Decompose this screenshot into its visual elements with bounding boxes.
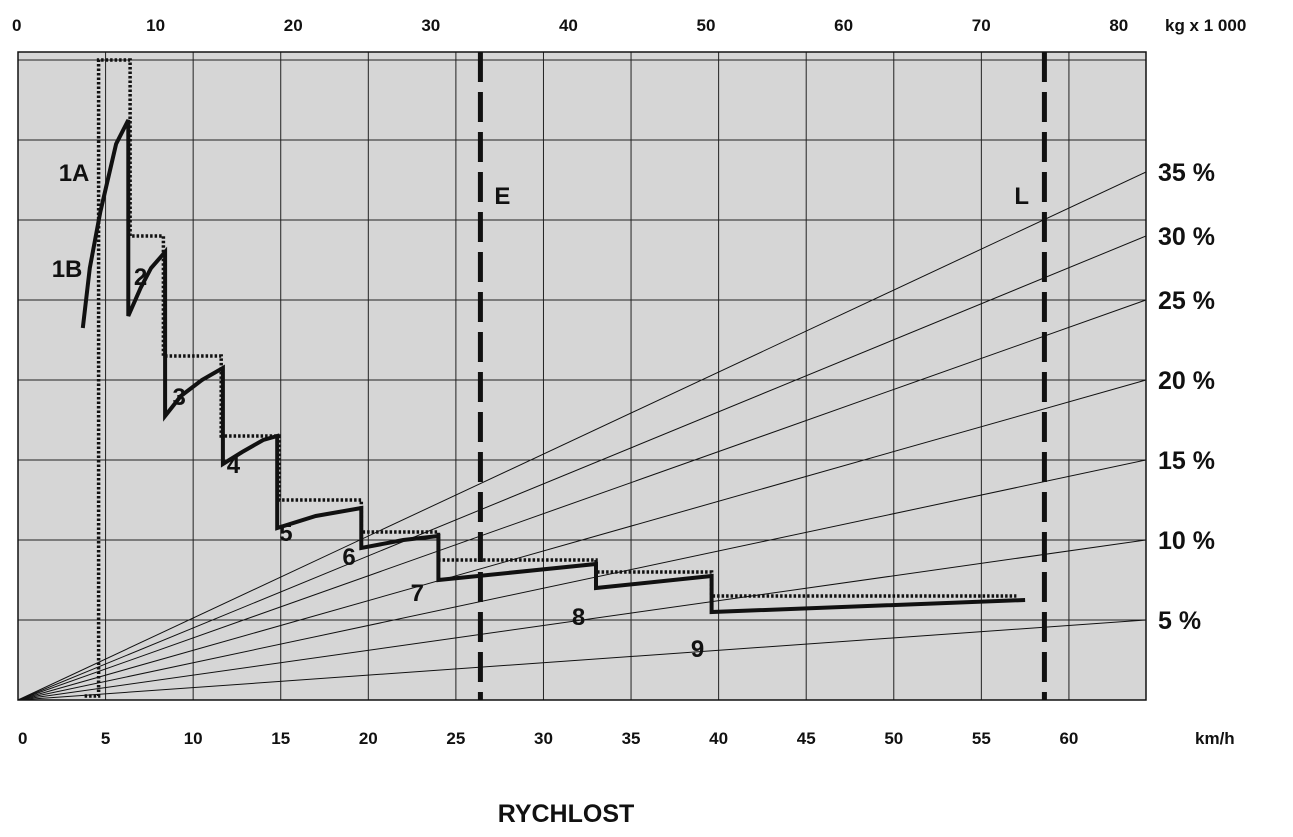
top-tick-label: 10 <box>146 16 165 35</box>
gear-label: 4 <box>227 452 241 479</box>
x-tick-label: 60 <box>1059 729 1078 748</box>
x-axis-title: RYCHLOST <box>498 800 635 828</box>
grade-label: 30 % <box>1158 223 1215 251</box>
grade-label: 25 % <box>1158 287 1215 315</box>
x-tick-label: 30 <box>534 729 553 748</box>
x-tick-label: 0 <box>18 729 27 748</box>
x-tick-label: 40 <box>709 729 728 748</box>
gear-label: 1B <box>52 256 83 283</box>
top-tick-label: 60 <box>834 16 853 35</box>
marker-label: E <box>494 183 510 210</box>
gear-label: 2 <box>134 264 147 291</box>
gear-label: 3 <box>172 384 185 411</box>
x-tick-label: 55 <box>972 729 991 748</box>
gear-label: 9 <box>691 636 704 663</box>
grade-label: 15 % <box>1158 447 1215 475</box>
x-tick-label: 10 <box>184 729 203 748</box>
gear-label: 6 <box>342 544 355 571</box>
top-tick-label: 80 <box>1109 16 1128 35</box>
x-tick-label: 25 <box>446 729 465 748</box>
top-tick-label: 0 <box>12 16 21 35</box>
grade-line <box>17 171 1147 701</box>
top-axis-ticks: 0 10 20 30 40 50 60 70 80 <box>12 16 1128 35</box>
top-axis-unit-label: kg x 1 000 <box>1165 16 1246 35</box>
grade-label: 5 % <box>1158 607 1201 635</box>
series-layer <box>80 58 1026 698</box>
x-axis-ticks: 0 5 10 15 20 25 30 35 40 45 50 55 60 <box>18 729 1078 748</box>
series-line-solid <box>80 119 1026 615</box>
grade-label: 10 % <box>1158 527 1215 555</box>
grade-line <box>17 379 1147 701</box>
grade-line <box>17 539 1147 701</box>
grade-line <box>17 235 1147 701</box>
top-tick-label: 30 <box>421 16 440 35</box>
top-tick-label: 40 <box>559 16 578 35</box>
gear-label: 5 <box>279 520 292 547</box>
grade-labels: 5 % 10 % 15 % 20 % 25 % 30 % 35 % <box>1158 159 1215 635</box>
x-tick-label: 35 <box>622 729 641 748</box>
plot-frame <box>17 51 1147 701</box>
x-axis-unit-label: km/h <box>1195 729 1235 748</box>
grade-line <box>17 299 1147 701</box>
top-tick-label: 70 <box>972 16 991 35</box>
top-tick-label: 50 <box>697 16 716 35</box>
grade-label: 20 % <box>1158 367 1215 395</box>
gear-label: 8 <box>572 604 585 631</box>
grade-line <box>17 459 1147 701</box>
x-tick-label: 5 <box>101 729 110 748</box>
gear-labels: 1A 1B 2 3 4 5 6 7 8 9 <box>52 160 705 663</box>
x-tick-label: 50 <box>884 729 903 748</box>
grade-lines <box>17 171 1147 701</box>
gear-label: 1A <box>59 160 90 187</box>
x-tick-label: 45 <box>797 729 816 748</box>
grade-label: 35 % <box>1158 159 1215 187</box>
x-tick-label: 20 <box>359 729 378 748</box>
gear-label: 7 <box>411 580 424 607</box>
series-line-dotted <box>84 58 1017 698</box>
grid <box>18 52 1146 700</box>
marker-label: L <box>1014 183 1029 210</box>
top-tick-label: 20 <box>284 16 303 35</box>
grade-line <box>17 619 1147 701</box>
x-tick-label: 15 <box>271 729 290 748</box>
